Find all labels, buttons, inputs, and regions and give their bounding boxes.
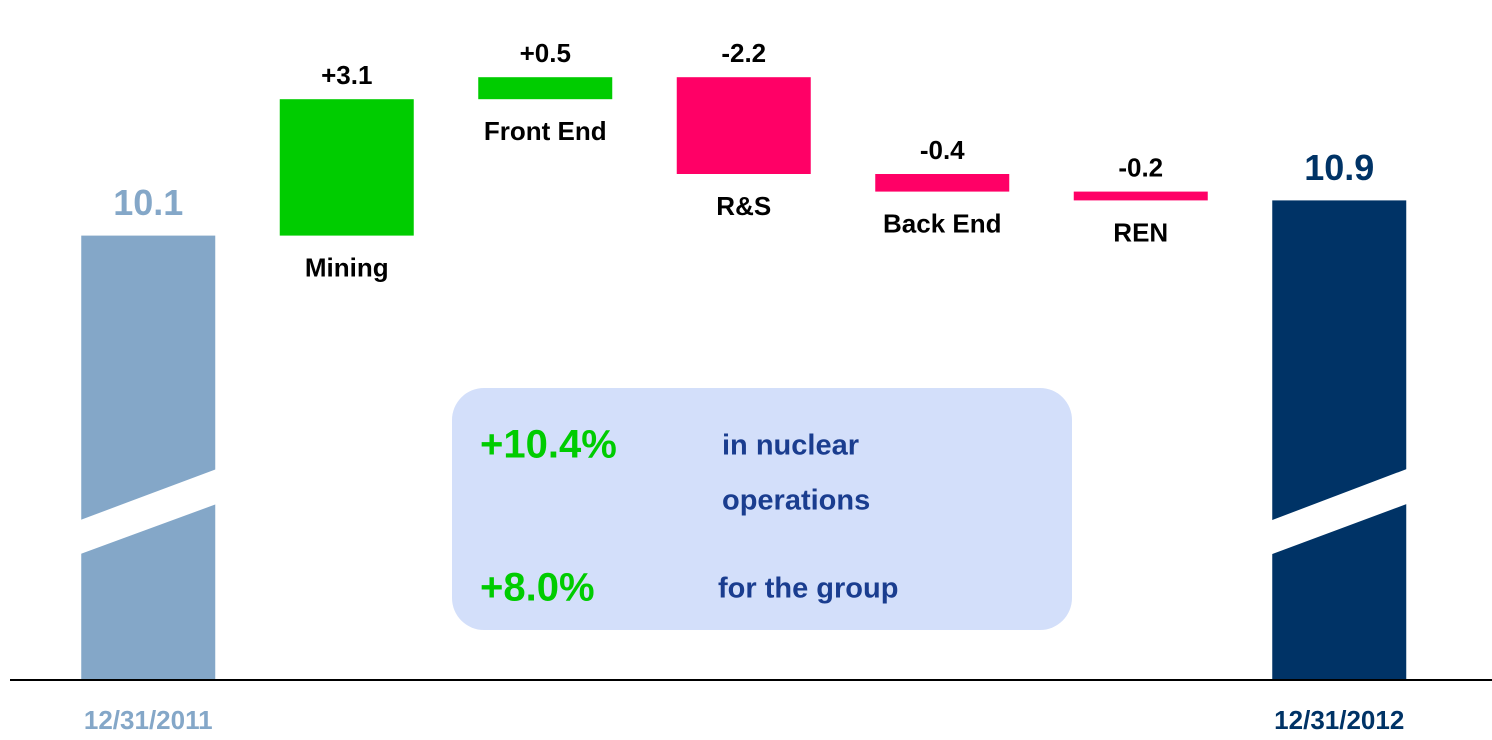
value-label: -2.2 xyxy=(721,38,766,68)
value-label: 10.1 xyxy=(113,182,183,223)
annotation-text: in nuclear xyxy=(722,430,859,462)
value-label: -0.4 xyxy=(920,135,965,165)
axis-break xyxy=(1267,467,1412,556)
annotation-text: operations xyxy=(722,485,870,517)
category-label: R&S xyxy=(716,191,771,221)
bar xyxy=(875,174,1010,192)
annotation-box xyxy=(452,388,1072,630)
bar xyxy=(478,77,613,100)
annotation-value: +8.0% xyxy=(480,566,595,610)
bar xyxy=(81,235,216,680)
category-label: 12/31/2011 xyxy=(84,705,213,735)
value-label: +3.1 xyxy=(321,60,372,90)
category-label: Front End xyxy=(484,116,607,146)
bar xyxy=(279,99,414,236)
category-label: Back End xyxy=(883,208,1002,238)
axis-break xyxy=(75,467,222,556)
annotation-text: for the group xyxy=(718,573,898,605)
category-label: Mining xyxy=(305,252,389,282)
value-label: +0.5 xyxy=(520,38,571,68)
category-label: 12/31/2012 xyxy=(1274,705,1404,735)
annotation-value: +10.4% xyxy=(480,423,617,467)
bar xyxy=(1073,191,1208,201)
bar xyxy=(676,77,811,174)
bar xyxy=(1272,200,1407,680)
value-label: 10.9 xyxy=(1304,147,1374,188)
value-label: -0.2 xyxy=(1118,152,1163,182)
category-label: REN xyxy=(1113,217,1168,247)
bars xyxy=(81,77,1407,680)
